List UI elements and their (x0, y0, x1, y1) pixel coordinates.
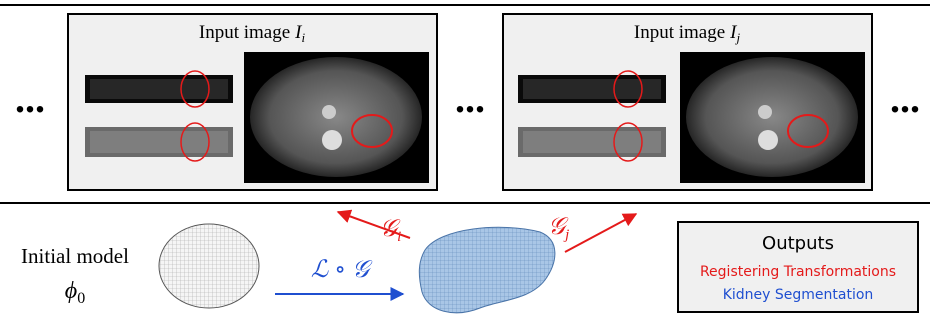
ct-aorta (758, 105, 772, 119)
sphere-mesh-lines (159, 224, 259, 308)
arrow-right (565, 214, 636, 252)
arrow-right-label: 𝒢j (548, 214, 569, 243)
output-item: Registering Transformations (700, 264, 896, 280)
ellipsis: ... (890, 76, 920, 121)
outputs-title: Outputs (762, 233, 834, 254)
label: Input image (634, 22, 725, 43)
ct-body (250, 57, 422, 177)
ct-body (686, 57, 858, 177)
symbol: ϕ (65, 278, 77, 304)
ct-spine (322, 130, 342, 150)
ellipsis: ... (15, 76, 45, 121)
model-symbol: ϕ0 (65, 278, 85, 307)
ct-spine (758, 130, 778, 150)
subscript: 0 (77, 290, 85, 307)
fit-label: ℒ ∘ 𝒢 (311, 257, 373, 283)
ellipsis: ... (455, 76, 485, 121)
subscript: i (301, 30, 305, 45)
label: Input image (199, 22, 290, 43)
model-label: Initial model (21, 244, 129, 268)
subscript: i (397, 229, 401, 245)
output-item: Kidney Segmentation (723, 287, 874, 303)
figure: Input imageIi Input imageIj ... ... ... I… (0, 0, 930, 325)
ct-aorta (322, 105, 336, 119)
kidney-mesh (419, 227, 555, 312)
arrow-left-label: 𝒢i (380, 216, 401, 245)
